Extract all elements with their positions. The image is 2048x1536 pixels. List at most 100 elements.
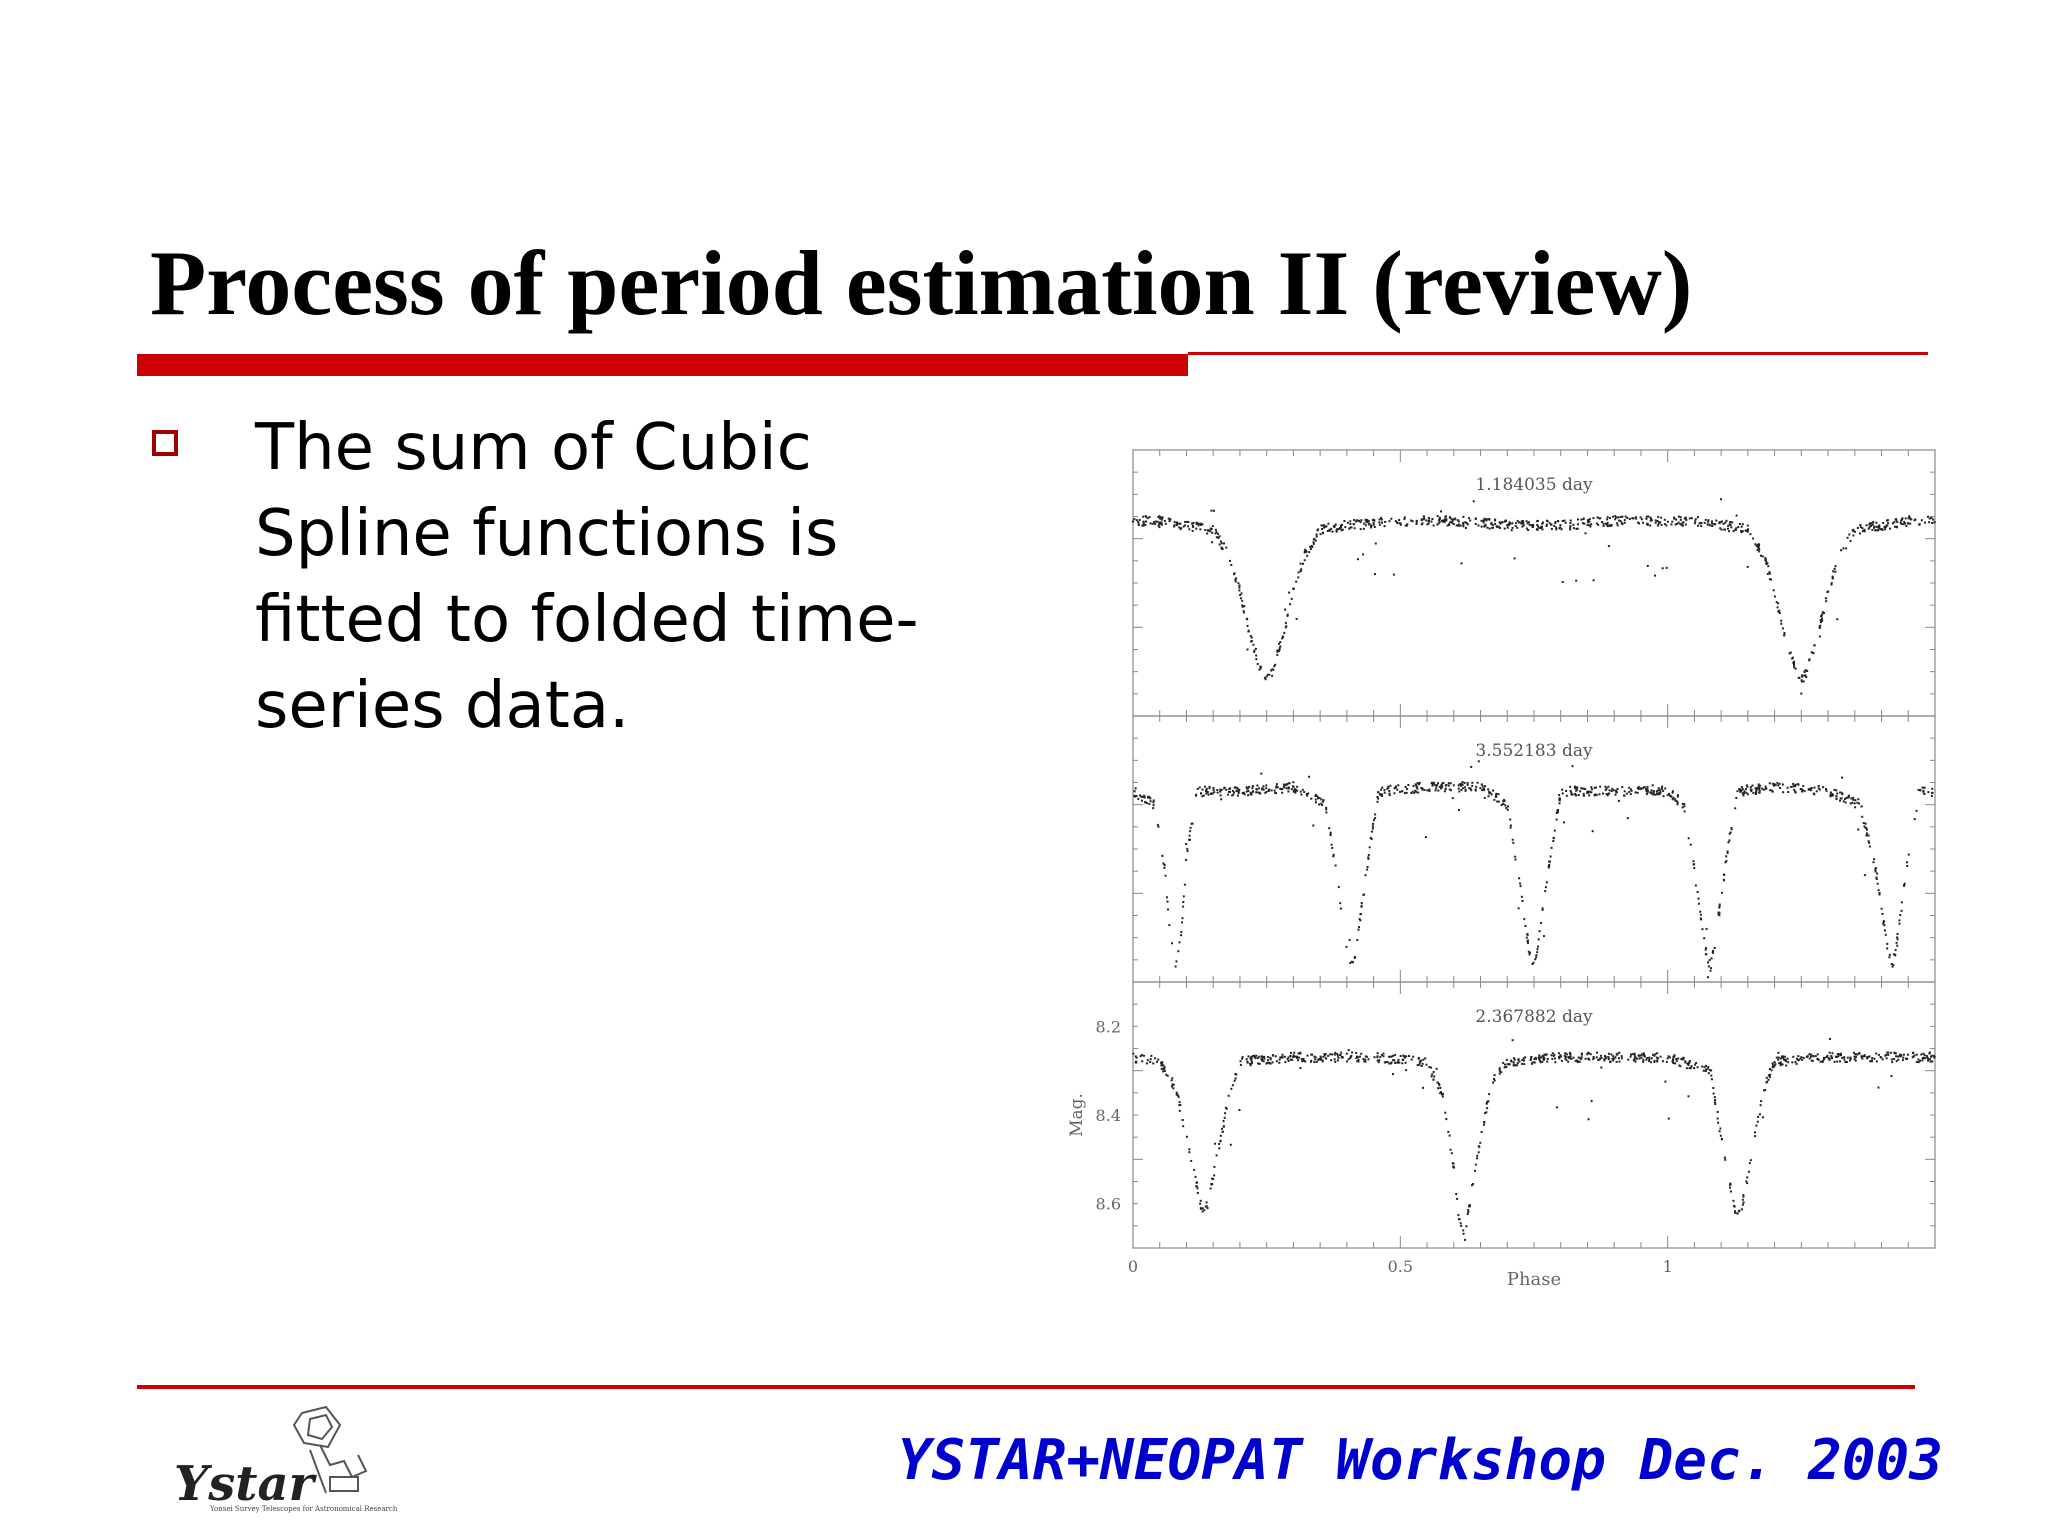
data-point [1474, 517, 1477, 520]
data-point [1229, 559, 1231, 562]
data-point [1759, 1104, 1762, 1107]
data-point [1243, 793, 1246, 796]
data-point [1913, 1054, 1916, 1057]
data-point [1325, 808, 1328, 811]
data-point [1821, 619, 1824, 622]
data-point [1930, 516, 1933, 519]
data-point [1237, 582, 1240, 585]
data-point [1487, 788, 1490, 791]
data-point [1692, 860, 1695, 863]
data-point [1475, 785, 1478, 788]
data-point [1835, 789, 1838, 792]
data-point [1810, 1053, 1813, 1056]
data-point [1445, 1118, 1448, 1121]
data-point [1324, 1053, 1327, 1055]
data-point [1735, 527, 1738, 530]
data-point [1874, 529, 1877, 532]
data-point [1457, 520, 1460, 523]
data-point [1815, 790, 1818, 793]
data-point [1535, 528, 1538, 531]
data-point [1357, 1058, 1360, 1061]
data-point [1460, 562, 1463, 565]
data-point [1600, 1066, 1603, 1069]
data-point [1861, 815, 1864, 818]
data-point [1652, 793, 1655, 796]
data-point [1392, 1073, 1394, 1076]
data-point [1420, 1059, 1423, 1062]
data-point [1368, 523, 1371, 526]
data-point [1235, 789, 1238, 792]
data-point [1646, 790, 1649, 792]
data-point [1435, 784, 1438, 787]
data-point [1253, 650, 1256, 653]
data-point [1532, 526, 1534, 528]
data-point [1705, 1068, 1708, 1071]
data-point [1358, 918, 1361, 921]
data-point [1182, 1125, 1185, 1128]
data-point [1526, 940, 1529, 943]
data-point [1780, 1055, 1783, 1058]
data-point [1196, 1192, 1199, 1194]
data-point [1833, 788, 1836, 791]
data-point [1208, 529, 1211, 532]
data-point [1241, 605, 1244, 608]
data-point [1506, 1063, 1509, 1066]
data-point [1223, 786, 1226, 789]
data-point [1327, 1054, 1330, 1057]
data-point [1714, 523, 1717, 526]
data-point [1242, 610, 1245, 613]
data-point [1133, 790, 1136, 793]
data-point [1565, 794, 1568, 797]
data-point [1800, 692, 1803, 695]
data-point [1558, 527, 1561, 530]
data-point [1650, 1057, 1653, 1060]
data-point [1794, 667, 1797, 670]
data-point [1795, 1062, 1798, 1065]
data-point [1563, 519, 1566, 522]
data-point [1742, 1203, 1744, 1206]
data-point [1160, 1061, 1162, 1064]
data-point [1360, 904, 1363, 907]
data-point [1158, 523, 1161, 526]
data-point [1278, 642, 1281, 645]
data-point [1518, 521, 1520, 524]
data-point [1191, 524, 1194, 527]
data-point [1239, 1060, 1242, 1063]
data-point [1152, 804, 1155, 807]
data-point [1766, 1080, 1769, 1083]
data-point [1541, 907, 1544, 910]
data-point [1333, 1058, 1336, 1061]
data-point [1458, 1218, 1460, 1221]
data-point [1261, 1059, 1263, 1062]
data-point [1716, 1117, 1719, 1120]
data-point [1564, 1056, 1567, 1059]
data-point [1797, 783, 1800, 786]
data-point [1258, 668, 1261, 671]
data-point [1202, 794, 1205, 797]
data-point [1559, 798, 1561, 801]
data-point [1394, 520, 1397, 523]
data-point [1363, 1060, 1366, 1063]
data-point [1823, 612, 1825, 615]
data-point [1493, 1074, 1496, 1077]
data-point [1275, 792, 1277, 795]
data-point [1184, 520, 1187, 523]
data-point [1263, 1055, 1266, 1058]
data-point [1884, 929, 1886, 932]
data-point [1835, 798, 1838, 800]
data-point [1468, 517, 1471, 520]
data-point [1606, 523, 1609, 526]
data-point [1460, 788, 1463, 791]
data-point [1388, 792, 1391, 795]
data-point [1737, 1210, 1740, 1213]
data-point [1746, 565, 1749, 568]
data-point [1880, 907, 1883, 910]
data-point [1888, 953, 1891, 956]
data-point [1465, 522, 1468, 524]
data-point [1265, 784, 1268, 787]
data-point [1286, 613, 1289, 616]
data-point [1382, 1055, 1385, 1058]
bullet-square-icon [152, 430, 178, 456]
data-point [1861, 530, 1864, 533]
data-point [1594, 786, 1597, 789]
